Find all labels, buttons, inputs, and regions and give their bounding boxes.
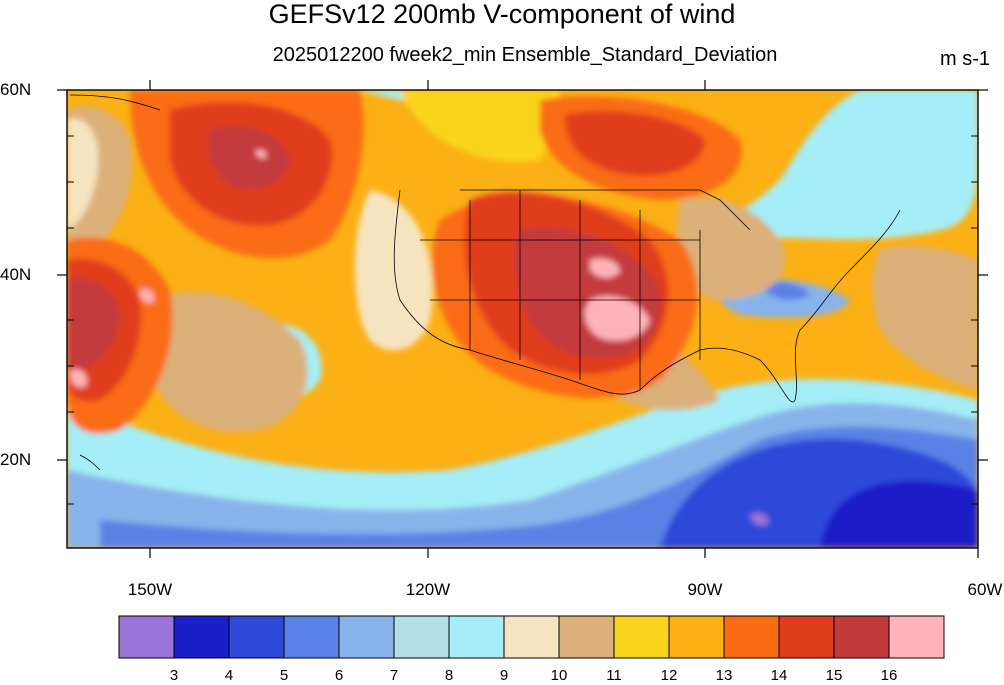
- colorbar-box-3: [283, 615, 340, 659]
- colorbar-label: 12: [660, 667, 678, 684]
- lon-label-120w: 120W: [405, 580, 451, 599]
- lon-label-150w: 150W: [127, 580, 173, 599]
- colorbar-label: 7: [389, 667, 399, 684]
- map-frame: [66, 89, 979, 549]
- colorbar-label: 10: [550, 667, 568, 684]
- map-title: GEFSv12 200mb V-component of wind: [268, 0, 736, 29]
- units-label: m s-1: [940, 48, 990, 70]
- colorbar-label: 11: [606, 667, 622, 684]
- colorbar-label: 5: [279, 667, 289, 684]
- colorbar-label: 4: [224, 667, 234, 684]
- colorbar-box-5: [393, 615, 450, 659]
- axis-ticks: [67, 135, 978, 505]
- colorbar-label: 6: [334, 667, 344, 684]
- lat-label-20n: 20N: [0, 450, 32, 469]
- lon-label-60w: 60W: [967, 580, 1003, 599]
- colorbar-label: 3: [169, 667, 179, 684]
- colorbar-box-6: [448, 615, 505, 659]
- colorbar-box-12: [778, 615, 835, 659]
- colorbar-label: 16: [880, 667, 898, 684]
- coastlines: [69, 94, 901, 471]
- colorbar-box-14: [888, 615, 945, 659]
- colorbar-box-8: [558, 615, 615, 659]
- colorbar-box-0: [118, 615, 175, 659]
- colorbar-label: 15: [825, 667, 843, 684]
- colorbar-label: 9: [499, 667, 509, 684]
- colorbar-box-9: [613, 615, 670, 659]
- colorbar-box-10: [668, 615, 725, 659]
- colorbar-box-1: [173, 615, 230, 659]
- lon-label-90w: 90W: [687, 580, 723, 599]
- colorbar-label: 13: [715, 667, 733, 684]
- map-subtitle: 2025012200 fweek2_min Ensemble_Standard_…: [272, 44, 778, 66]
- colorbar-box-4: [338, 615, 395, 659]
- colorbar-box-13: [833, 615, 890, 659]
- lat-label-40n: 40N: [0, 265, 32, 284]
- colorbar-label: 8: [444, 667, 454, 684]
- lat-label-60n: 60N: [0, 80, 32, 99]
- colorbar-box-7: [503, 615, 560, 659]
- colorbar-label: 14: [770, 667, 788, 684]
- colorbar-box-11: [723, 615, 780, 659]
- colorbar-box-2: [228, 615, 285, 659]
